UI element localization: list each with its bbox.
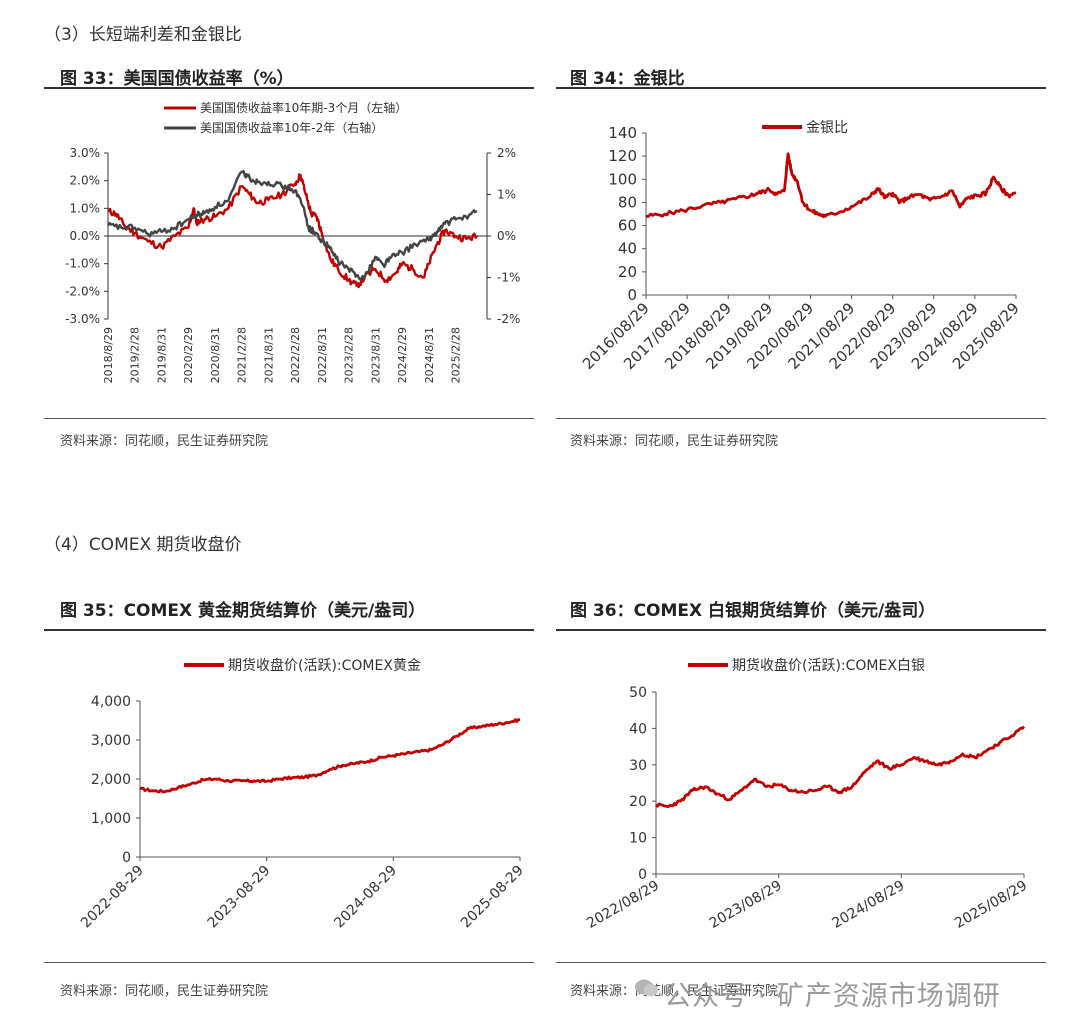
fig33-x-tick-label: 2025/2/28	[450, 327, 463, 383]
fig36-x-tick-label: 2024/08/29	[829, 878, 907, 932]
fig33-x-tick-label: 2018/8/29	[102, 327, 115, 383]
fig36-bottom-rule	[556, 962, 1046, 963]
fig35-x-tick-label: 2025-08-29	[458, 863, 527, 932]
fig34-y-tick-label: 40	[618, 240, 637, 258]
fig33-right-tick-label: 0%	[497, 229, 516, 243]
fig33-left-tick-label: -2.0%	[65, 284, 100, 298]
fig33-left-tick-label: 3.0%	[70, 146, 101, 160]
fig34-y-tick-label: 0	[627, 286, 637, 304]
fig33-x-tick-label: 2021/8/31	[262, 327, 275, 383]
fig34-legend-label: 金银比	[806, 120, 848, 136]
fig36-y-tick-label: 50	[629, 685, 647, 701]
fig36-top-rule	[556, 629, 1046, 631]
section-title-3: （3）长短端利差和金银比	[44, 25, 242, 45]
fig33-x-tick-label: 2024/8/31	[423, 327, 436, 383]
fig35-y-tick-label: 4,000	[91, 694, 131, 710]
fig35-top-rule	[44, 629, 534, 631]
fig35-x-tick-label: 2022-08-29	[78, 863, 147, 932]
fig35-source: 资料来源：同花顺，民生证券研究院	[60, 984, 269, 999]
fig34-y-tick-label: 120	[608, 147, 637, 165]
fig34-chart: 1401201008060402002016/08/292017/08/2920…	[579, 120, 1023, 373]
fig33-right-tick-label: 2%	[497, 146, 516, 160]
fig33-legend-label: 美国国债收益率10年期-3个月（左轴）	[200, 100, 407, 115]
fig33-source: 资料来源：同花顺，民生证券研究院	[60, 434, 269, 449]
section-title-4: （4）COMEX 期货收盘价	[44, 535, 242, 555]
fig33-right-tick-label: -2%	[497, 312, 520, 326]
fig36-x-tick-label: 2022/08/29	[584, 878, 662, 932]
fig33-left-tick-label: 2.0%	[70, 174, 101, 188]
watermark-text: 公众号 · 矿产资源市场调研	[664, 981, 1001, 1012]
fig35-y-tick-label: 2,000	[91, 772, 131, 788]
fig33-x-tick-label: 2021/2/28	[236, 327, 249, 383]
wechat-icon	[635, 979, 658, 996]
fig33-chart: 3.0% 2.0% 1.0% 0.0% -1.0% -2.0% -3.0% 2% 1% 0% -1%…	[65, 100, 520, 383]
fig36-y-tick-label: 0	[638, 867, 647, 883]
fig36-title: 图 36：COMEX 白银期货结算价（美元/盎司）	[570, 601, 936, 621]
fig33-left-tick-label: 0.0%	[70, 229, 101, 243]
fig36-y-tick-label: 10	[629, 831, 647, 847]
fig35-y-tick-label: 1,000	[91, 811, 131, 827]
fig33-x-tick-label: 2024/2/29	[396, 327, 409, 383]
fig35-bottom-rule	[44, 962, 534, 963]
fig33-left-tick-label: 1.0%	[70, 201, 101, 215]
fig35-x-tick-label: 2024-08-29	[331, 863, 400, 932]
fig36-legend-label: 期货收盘价(活跃):COMEX白银	[732, 657, 925, 674]
fig36-source: 资料来源：同花顺，民生证券研究院	[570, 984, 779, 999]
fig35-series-line	[139, 718, 521, 794]
fig34-series-line	[645, 152, 1017, 219]
fig35-legend-label: 期货收盘价(活跃):COMEX黄金	[228, 657, 421, 674]
fig34-y-tick-label: 140	[608, 124, 637, 142]
fig35-y-tick-label: 3,000	[91, 733, 131, 749]
fig33-x-tick-label: 2019/2/28	[129, 327, 142, 383]
fig35-y-tick-label: 0	[122, 850, 131, 866]
fig34-y-tick-label: 80	[618, 193, 637, 211]
fig34-bottom-rule	[556, 418, 1046, 419]
fig34-y-tick-label: 60	[618, 217, 637, 235]
fig33-title: 图 33：美国国债收益率（%）	[60, 69, 294, 89]
fig36-y-tick-label: 20	[629, 794, 647, 810]
fig33-series-line	[107, 173, 478, 289]
fig33-series-line	[107, 170, 478, 281]
fig33-x-tick-label: 2019/8/31	[155, 327, 168, 383]
fig33-x-tick-label: 2022/8/31	[316, 327, 329, 383]
fig36-x-tick-label: 2025/08/29	[952, 878, 1030, 932]
fig34-y-tick-label: 100	[608, 170, 637, 188]
fig36-series-line	[655, 725, 1026, 809]
fig34-title: 图 34：金银比	[570, 69, 685, 89]
fig35-title: 图 35：COMEX 黄金期货结算价（美元/盎司）	[60, 601, 426, 621]
fig33-legend-label: 美国国债收益率10年-2年（右轴）	[200, 120, 383, 135]
fig33-x-tick-label: 2023/8/31	[369, 327, 382, 383]
fig33-left-tick-label: -1.0%	[65, 257, 100, 271]
fig34-y-tick-label: 20	[618, 263, 637, 281]
fig33-x-tick-label: 2020/2/29	[182, 327, 195, 383]
fig36-y-tick-label: 30	[629, 758, 647, 774]
fig34-source: 资料来源：同花顺，民生证券研究院	[570, 434, 779, 449]
fig33-x-tick-label: 2023/2/28	[343, 327, 356, 383]
fig35-x-tick-label: 2023-08-29	[205, 863, 274, 932]
fig36-y-tick-label: 40	[629, 721, 647, 737]
fig33-right-tick-label: -1%	[497, 271, 520, 285]
fig33-x-tick-label: 2022/2/28	[289, 327, 302, 383]
fig33-x-tick-label: 2020/8/31	[209, 327, 222, 383]
fig33-left-tick-label: -3.0%	[65, 312, 100, 326]
fig34-top-rule	[556, 87, 1046, 89]
fig33-top-rule	[44, 87, 534, 89]
fig36-x-tick-label: 2023/08/29	[707, 878, 785, 932]
fig33-right-tick-label: 1%	[497, 188, 516, 202]
fig33-bottom-rule	[44, 418, 534, 419]
